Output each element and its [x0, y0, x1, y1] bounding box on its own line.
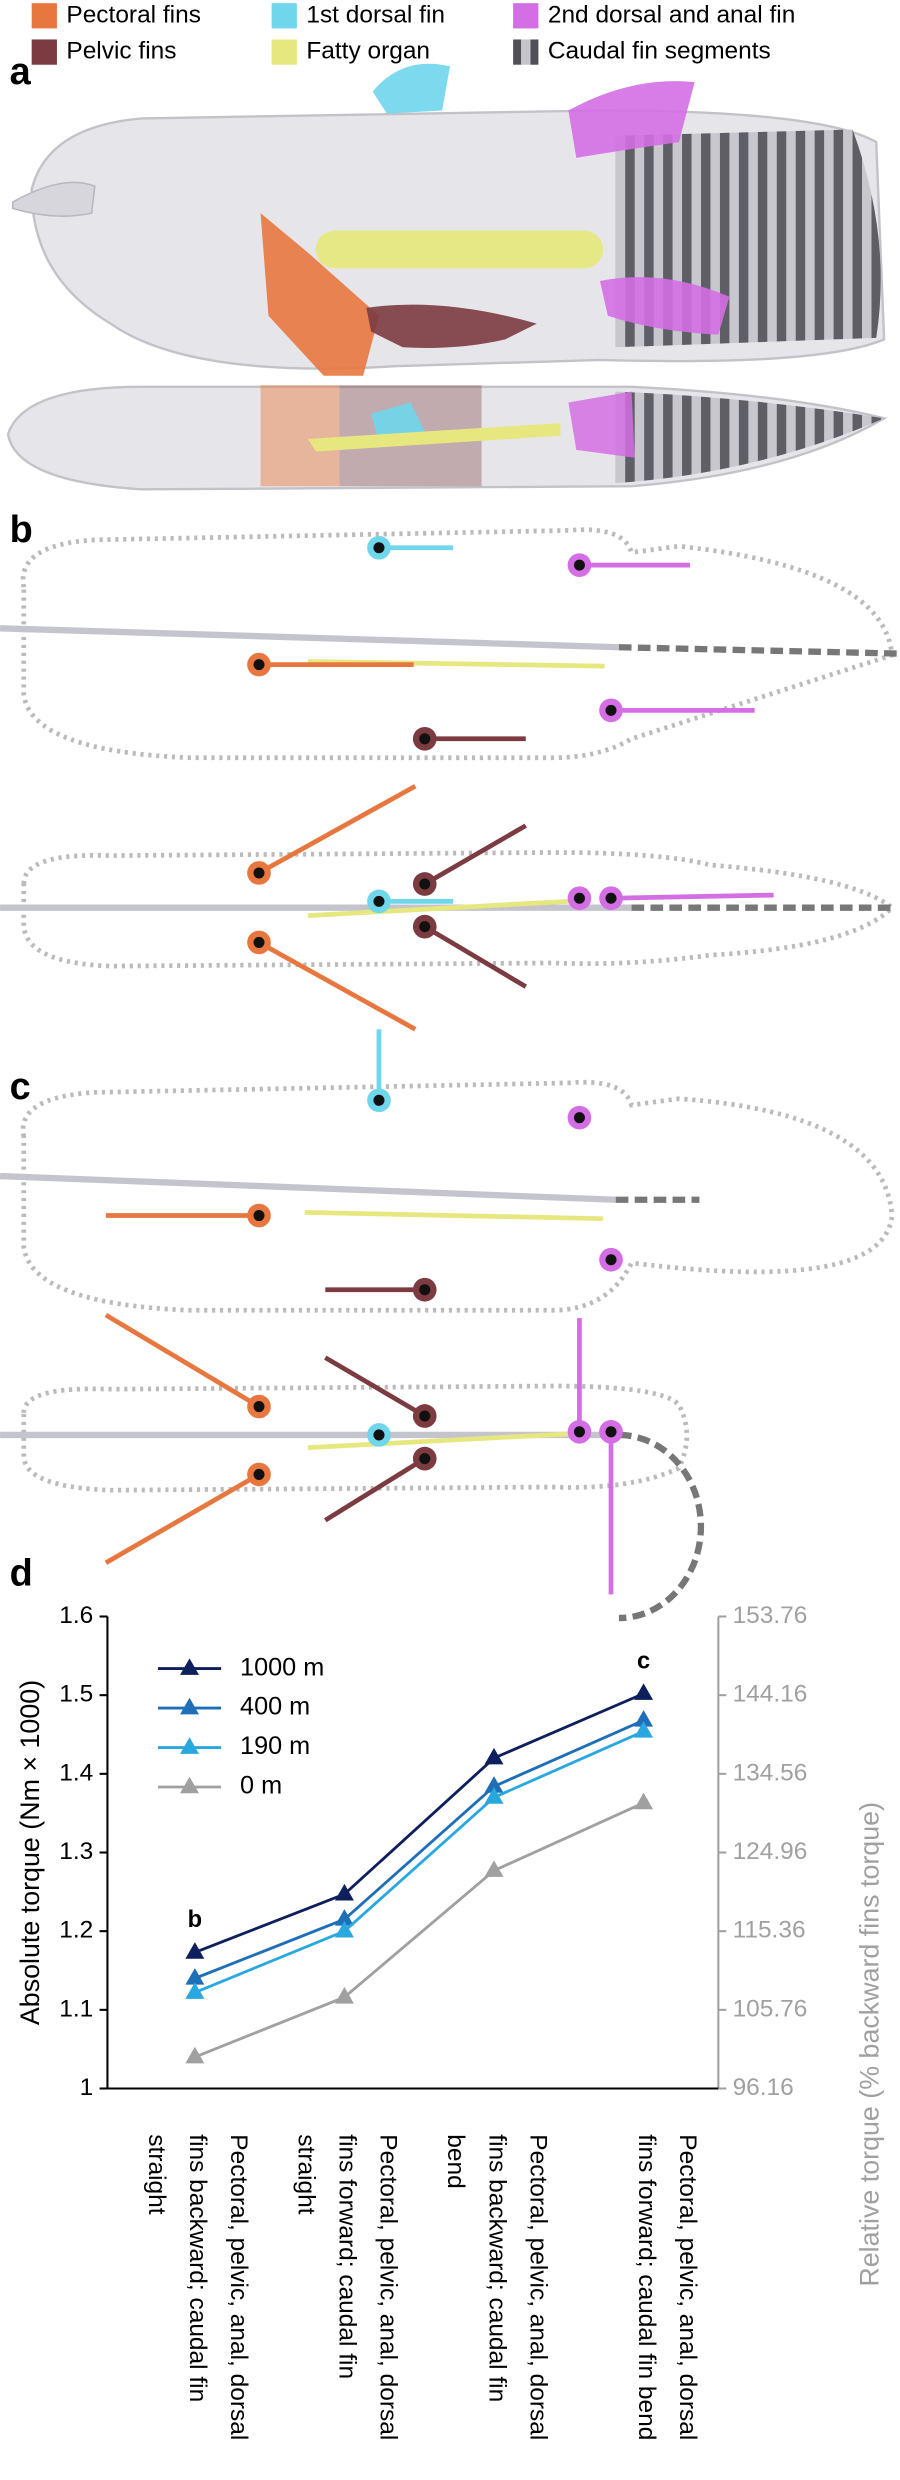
x-tick-label-box: Pectoral, pelvic, anal, dorsal fins back… — [142, 2134, 252, 2441]
point-marker — [334, 1920, 354, 1938]
point-marker — [634, 1710, 654, 1727]
panel-label: d — [10, 1552, 33, 1594]
y2-tick-label: 144.16 — [733, 1681, 808, 1708]
y2-tick-label: 105.76 — [733, 1995, 808, 2022]
schematic-b-side — [0, 784, 897, 1032]
y-tick-label: 1.3 — [59, 1838, 93, 1865]
y2-axis-label: Relative torque (% backward fins torque) — [855, 1802, 885, 2287]
legend-marker — [180, 1776, 200, 1794]
y-tick-label: 1.4 — [59, 1759, 93, 1786]
legend-swatch — [271, 39, 297, 65]
schematic-c-top — [0, 1029, 895, 1313]
x-tick-label: Pectoral, pelvic, anal, dorsal fins forw… — [292, 2134, 402, 2441]
y-tick-label: 1.1 — [59, 1995, 93, 2022]
legend-swatch — [271, 3, 297, 29]
legend-label: Pelvic fins — [66, 38, 176, 65]
x-tick-label: Pectoral, pelvic, anal, dorsal fins forw… — [632, 2134, 701, 2441]
y2-tick-label: 153.76 — [733, 1602, 808, 1629]
point-marker — [185, 1942, 205, 1959]
point-marker — [334, 1883, 354, 1901]
panel-label: a — [10, 51, 32, 93]
x-tick-label-box: Pectoral, pelvic, anal, dorsal fins forw… — [632, 2134, 701, 2441]
y2-tick-label: 124.96 — [733, 1838, 808, 1865]
y-tick-label: 1 — [80, 2074, 94, 2101]
point-marker — [484, 1747, 504, 1765]
y-tick-label: 1.2 — [59, 1917, 93, 1944]
series-line — [194, 1730, 645, 1994]
legend-label: 400 m — [240, 1693, 310, 1721]
point-marker — [185, 2046, 205, 2064]
annotation: c — [637, 1648, 650, 1674]
x-tick-label: Pectoral, pelvic, anal, dorsal fins back… — [441, 2134, 551, 2441]
legend-swatch — [31, 39, 57, 65]
legend-marker — [180, 1658, 200, 1675]
series-line — [194, 1692, 645, 1954]
x-tick-label-box: Pectoral, pelvic, anal, dorsal fins forw… — [292, 2134, 402, 2441]
point-marker — [484, 1860, 504, 1877]
point-marker — [334, 1986, 354, 2004]
annotation: b — [188, 1907, 202, 1933]
legend-label: 0 m — [240, 1772, 282, 1800]
legend-marker — [180, 1737, 200, 1754]
legend-label: 190 m — [240, 1732, 310, 1760]
legend-label: 1st dorsal fin — [306, 1, 445, 28]
y-tick-label: 1.5 — [59, 1681, 93, 1708]
legend-swatch — [31, 3, 57, 29]
fish-top-view — [11, 63, 886, 376]
legend-label: Pectoral fins — [66, 1, 201, 28]
legend-label: Caudal fin segments — [548, 38, 771, 65]
y2-tick-label: 115.36 — [733, 1917, 806, 1944]
legend-label: Fatty organ — [306, 38, 430, 65]
legend-swatch — [513, 3, 539, 29]
panel-label: b — [10, 509, 33, 551]
series-line — [194, 1719, 645, 1980]
point-marker — [484, 1787, 504, 1804]
y2-tick-label: 96.16 — [733, 2074, 794, 2101]
legend-label: 2nd dorsal and anal fin — [548, 1, 795, 28]
y-axis-label: Absolute torque (Nm × 1000) — [15, 1680, 45, 2025]
fish-side-view — [6, 385, 888, 491]
point-marker — [185, 1968, 205, 1985]
x-tick-label-box: Pectoral, pelvic, anal, dorsal fins back… — [441, 2134, 551, 2441]
panel-label: c — [10, 1066, 31, 1108]
legend-swatch — [513, 39, 539, 65]
point-marker — [334, 1909, 354, 1926]
legend-marker — [180, 1697, 200, 1715]
y-tick-label: 1.6 — [59, 1602, 93, 1629]
series-line — [194, 1801, 645, 2059]
point-marker — [634, 1683, 654, 1700]
y2-tick-label: 134.56 — [733, 1759, 808, 1786]
point-marker — [484, 1776, 504, 1793]
point-marker — [634, 1721, 654, 1738]
schematic-c-side — [0, 1312, 705, 1622]
x-tick-label: Pectoral, pelvic, anal, dorsal fins back… — [142, 2134, 252, 2441]
point-marker — [185, 1982, 205, 1999]
point-marker — [634, 1792, 654, 1810]
schematic-b-top — [0, 527, 897, 761]
legend-label: 1000 m — [240, 1653, 324, 1681]
